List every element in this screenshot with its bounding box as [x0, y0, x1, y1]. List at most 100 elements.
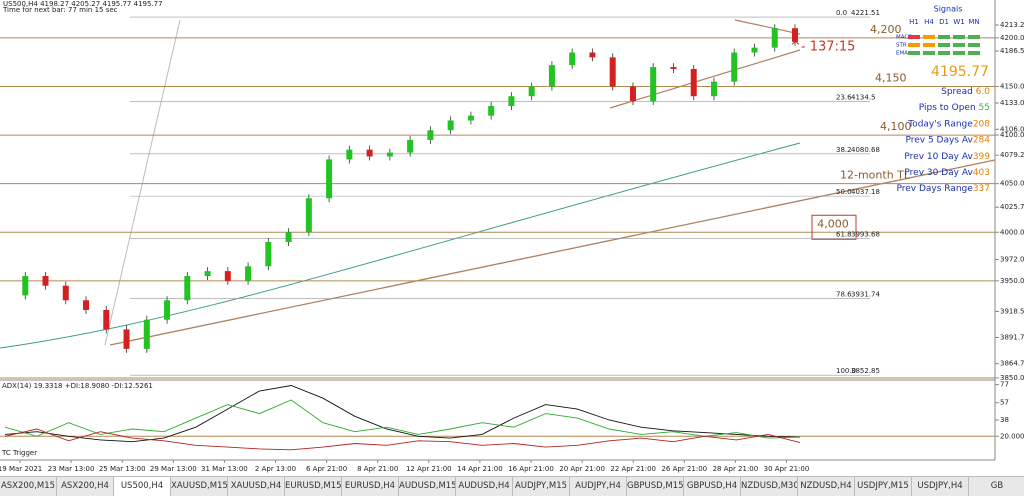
stat: Prev 5 Days Av284	[905, 135, 990, 145]
candle	[548, 65, 555, 87]
date-label: 20 Apr 21:00	[559, 465, 605, 473]
symbol-tab[interactable]: USDJPY,H4	[912, 477, 969, 496]
symbol-tab[interactable]: ASX200,H4	[57, 477, 114, 496]
signal-row: STR	[896, 43, 907, 49]
symbol-line: US500,H4 4198.27 4205.27 4195.77 4195.77	[3, 0, 163, 8]
symbol-tab[interactable]: USDJPY,M15	[855, 477, 912, 496]
price-tick-label: 3850.00	[1000, 374, 1024, 382]
signal-cell	[908, 43, 920, 47]
date-label: 12 Apr 21:00	[406, 465, 452, 473]
symbol-tab[interactable]: EURUSD,H4	[342, 477, 399, 496]
fib-level: 78.6	[836, 291, 852, 299]
date-label: 31 Mar 13:00	[201, 465, 248, 473]
stat-value: 208	[973, 119, 990, 129]
stat: Spread 6.0	[941, 87, 990, 97]
symbol-tab[interactable]: AUDUSD,M15	[399, 477, 456, 496]
candle	[508, 96, 515, 106]
candle	[629, 86, 636, 102]
candle	[224, 271, 231, 281]
price-tick-label: 4186.50	[1000, 47, 1024, 55]
price-tick-label: 4100.00	[1000, 131, 1024, 139]
candle	[488, 105, 495, 116]
stat-label: Today's Range	[907, 119, 973, 129]
candle	[103, 309, 110, 330]
signal-row: EMA	[896, 51, 908, 57]
level-label: 4,000	[817, 217, 849, 230]
symbol-tab[interactable]: AUDJPY,H4	[570, 477, 627, 496]
fib-level: 38.2	[836, 146, 852, 154]
stat-value: 403	[973, 168, 990, 178]
stat: Pips to Open 55	[919, 103, 990, 113]
signal-cell	[938, 51, 950, 55]
price-tick-label: 4079.25	[1000, 151, 1024, 159]
date-label: 28 Apr 21:00	[713, 465, 759, 473]
candle	[751, 47, 758, 53]
moving-average	[0, 142, 801, 349]
stat-value: 399	[973, 151, 990, 161]
date-label: 14 Apr 21:00	[457, 465, 503, 473]
signal-column: D1	[939, 18, 949, 26]
symbol-tab[interactable]: AUDJPY,M15	[513, 477, 570, 496]
date-label: 19 Mar 2021	[0, 465, 42, 473]
price-tick-label: 4050.00	[1000, 180, 1024, 188]
signal-cell	[968, 35, 980, 39]
fib-price: 4134.5	[851, 94, 876, 102]
indicator-line	[4, 385, 801, 443]
candle	[62, 285, 69, 301]
fib-level: 100.0	[836, 367, 856, 375]
indicator-tick-label: 38	[1000, 416, 1009, 424]
signal-column: MN	[968, 18, 979, 26]
signal-cell	[953, 35, 965, 39]
candle	[792, 28, 798, 42]
date-label: 8 Apr 21:00	[357, 465, 398, 473]
fib-price: 4080.68	[851, 146, 880, 154]
stat-value: 337	[973, 184, 990, 194]
trend-line	[609, 49, 801, 109]
stat-label: Pips to Open	[919, 103, 979, 113]
stat: Prev 10 Day Av399	[904, 151, 990, 161]
indicator-label: ADX(14) 19.3318 +DI:18.9080 -DI:12.5261	[2, 382, 153, 390]
candle	[143, 319, 150, 349]
fib-price: 4221.51	[851, 9, 880, 17]
candle	[265, 241, 272, 267]
symbol-tab[interactable]: XAUUSD,M15	[171, 477, 228, 496]
symbol-tab[interactable]: XAUUSD,H4	[228, 477, 285, 496]
candle	[528, 86, 535, 97]
indicator-label: TC Trigger	[1, 449, 37, 457]
signals-title: Signals	[934, 5, 963, 14]
candle	[245, 266, 252, 281]
price-tick-label: 4150.00	[1000, 83, 1024, 91]
candle	[467, 115, 474, 121]
price-tick-label: 4106.00	[1000, 125, 1024, 133]
signal-cell	[923, 43, 935, 47]
candle	[184, 275, 191, 301]
signal-row: MACD	[896, 35, 913, 41]
symbol-tab[interactable]: NZDUSD,M30	[741, 477, 798, 496]
candle	[204, 271, 211, 276]
symbol-tab[interactable]: NZDUSD,H4	[798, 477, 855, 496]
price-tick-label: 4200.00	[1000, 34, 1024, 42]
date-label: 25 Mar 13:00	[99, 465, 146, 473]
signal-cell	[953, 51, 965, 55]
candle	[326, 159, 333, 199]
price-tick-label: 3891.75	[1000, 333, 1024, 341]
signal-cell	[968, 51, 980, 55]
symbol-tab[interactable]: EURUSD,M15	[285, 477, 342, 496]
symbol-tab[interactable]: GBPUSD,H4	[684, 477, 741, 496]
symbol-tab[interactable]: US500,H4	[114, 477, 171, 496]
symbol-tab[interactable]: GBPUSD,M15	[627, 477, 684, 496]
price-tick-label: 3918.50	[1000, 307, 1024, 315]
level-label: 12-month TL	[840, 169, 911, 182]
symbol-tab[interactable]: ASX200,M15	[0, 477, 57, 496]
symbol-tab[interactable]: AUDUSD,H4	[456, 477, 513, 496]
stat-label: Prev 10 Day Av	[904, 151, 973, 161]
date-label: 30 Apr 21:00	[764, 465, 810, 473]
candle	[366, 149, 373, 157]
symbol-tab[interactable]: GB	[969, 477, 1024, 496]
stat-value: 284	[973, 135, 990, 145]
candle	[731, 52, 738, 82]
date-label: 29 Mar 13:00	[150, 465, 197, 473]
bar-timer: Time for next bar: 77 min 15 sec	[2, 6, 118, 14]
